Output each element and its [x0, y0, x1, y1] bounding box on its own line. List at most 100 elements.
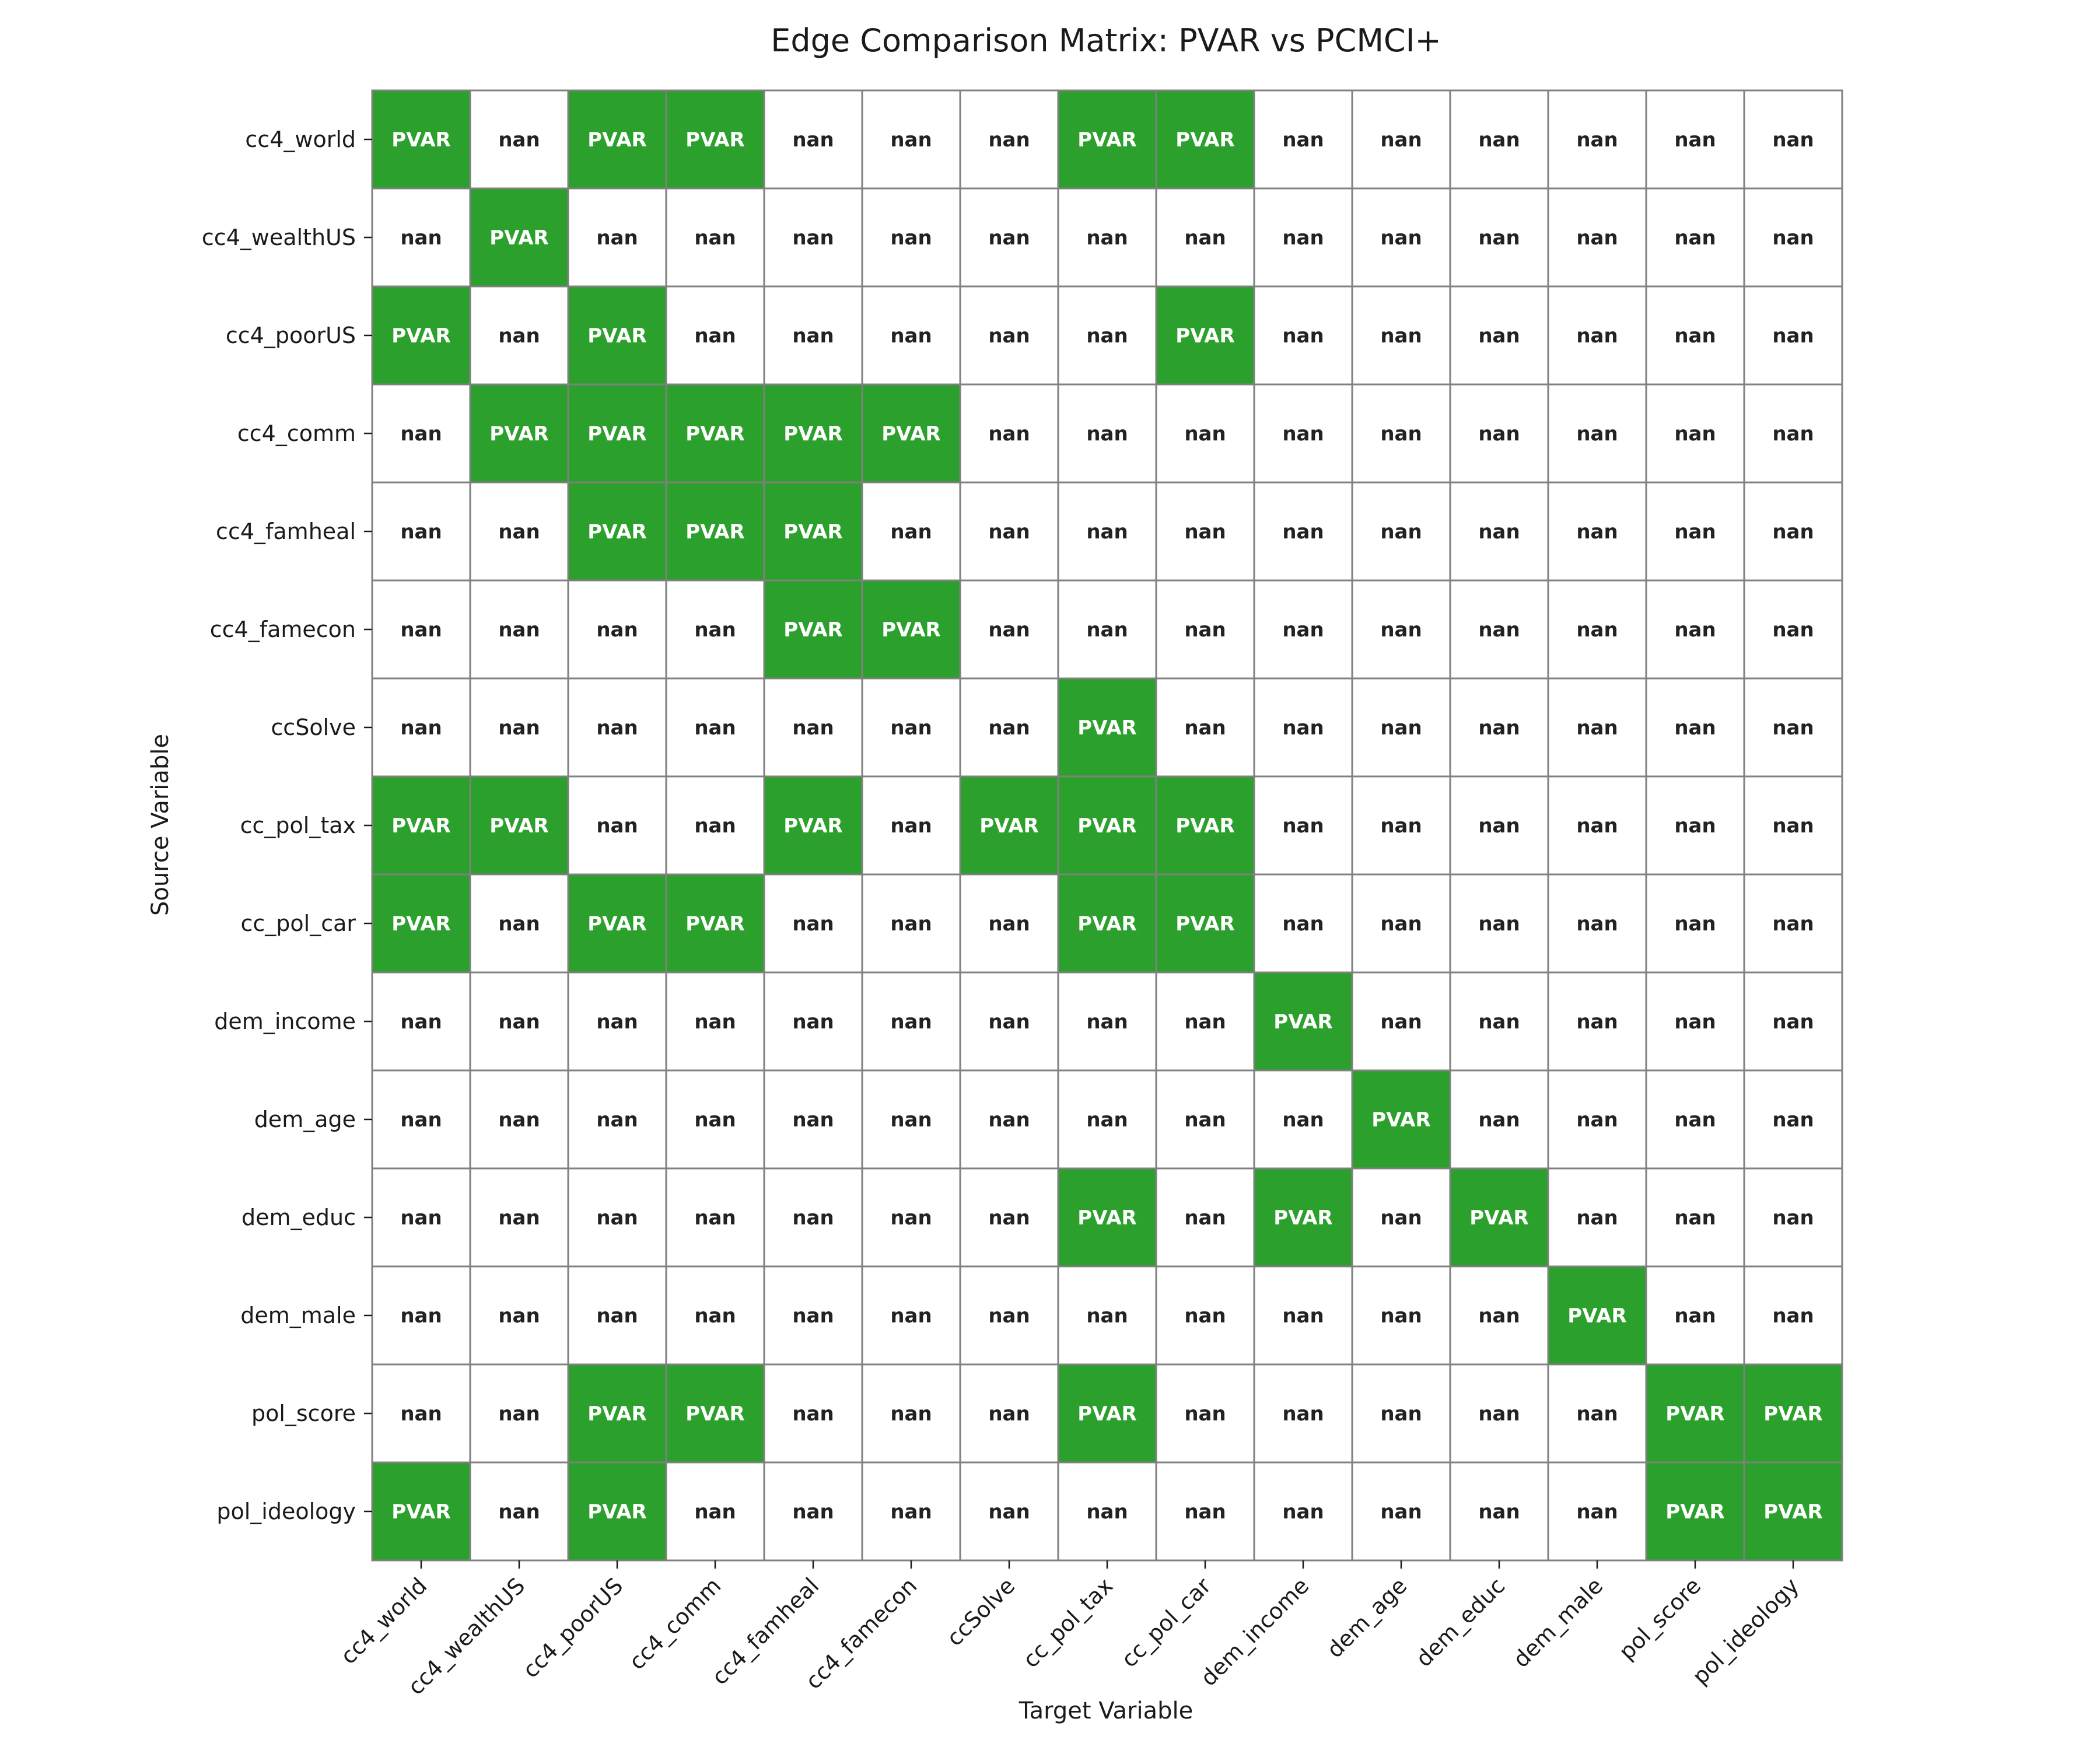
heatmap-cell: [1253, 89, 1353, 190]
x-tick-label: pol_score: [1614, 1573, 1706, 1665]
cell-label: nan: [400, 716, 442, 740]
cell-label: nan: [400, 1206, 442, 1230]
cell-label: nan: [1086, 1010, 1128, 1034]
cell-label: nan: [1478, 1500, 1520, 1524]
heatmap-cell: [1547, 1265, 1647, 1366]
heatmap-cell: [1253, 1167, 1353, 1268]
cell-label: nan: [694, 1500, 736, 1524]
x-axis-ticks: cc4_worldcc4_wealthUScc4_poorUScc4_commc…: [335, 1560, 1804, 1700]
cell-label: nan: [1576, 1010, 1618, 1034]
cell-label: PVAR: [1077, 912, 1136, 936]
heatmap-cell: [665, 187, 765, 288]
cell-label: nan: [1380, 1010, 1422, 1034]
cell-label: nan: [988, 716, 1030, 740]
cell-label: nan: [498, 520, 540, 544]
cell-label: nan: [1282, 226, 1324, 250]
heatmap-cell: [1253, 775, 1353, 876]
heatmap-cell: [1547, 971, 1647, 1072]
cell-label: nan: [890, 1500, 932, 1524]
cell-label: nan: [792, 1010, 834, 1034]
cell-label: nan: [498, 1010, 540, 1034]
heatmap-cell: [861, 481, 961, 582]
cell-label: PVAR: [489, 814, 548, 838]
cell-label: nan: [792, 1108, 834, 1132]
heatmap-cell: [567, 1461, 667, 1562]
cell-label: PVAR: [685, 422, 744, 446]
heatmap-cell: [469, 873, 569, 974]
heatmap-cell: [1449, 1461, 1549, 1562]
cell-label: nan: [1478, 1402, 1520, 1426]
heatmap-cell: [1743, 971, 1843, 1072]
cell-label: nan: [1086, 1108, 1128, 1132]
cell-label: nan: [890, 1304, 932, 1328]
cell-label: nan: [1184, 226, 1226, 250]
cell-label: nan: [498, 324, 540, 348]
cell-label: PVAR: [1371, 1108, 1430, 1132]
cell-label: nan: [890, 128, 932, 152]
cell-label: nan: [1576, 814, 1618, 838]
cell-label: nan: [1674, 1010, 1716, 1034]
heatmap-cell: [1253, 579, 1353, 680]
x-tick-label: cc_pol_car: [1116, 1573, 1216, 1672]
heatmap-cell: [1057, 775, 1157, 876]
heatmap-cell: [763, 677, 863, 778]
heatmap-cell: [567, 579, 667, 680]
heatmap-cell: [959, 285, 1059, 386]
y-tick-label: cc_pol_car: [240, 911, 356, 936]
cell-label: nan: [1674, 422, 1716, 446]
heatmap-cell: [861, 187, 961, 288]
heatmap-cell: [1743, 1363, 1843, 1464]
heatmap-cell: [1449, 285, 1549, 386]
heatmap-cell: [371, 677, 471, 778]
heatmap-cell: [1547, 1461, 1647, 1562]
cell-label: PVAR: [587, 912, 646, 936]
y-tick-label: cc4_comm: [237, 421, 356, 446]
heatmap-cell: [1743, 1265, 1843, 1366]
cell-label: PVAR: [391, 128, 450, 152]
cell-label: PVAR: [1665, 1402, 1724, 1426]
cell-label: PVAR: [685, 520, 744, 544]
cell-label: nan: [1380, 1304, 1422, 1328]
y-tick-label: cc4_poorUS: [226, 323, 356, 348]
cell-label: nan: [1772, 422, 1814, 446]
y-tick-label: dem_educ: [242, 1205, 356, 1230]
cell-label: PVAR: [1077, 716, 1136, 740]
cell-label: nan: [596, 618, 638, 642]
cell-label: nan: [1282, 716, 1324, 740]
y-tick-label: cc4_famecon: [210, 617, 356, 642]
heatmap-cell: [1449, 481, 1549, 582]
cell-label: nan: [498, 618, 540, 642]
cell-label: nan: [400, 1402, 442, 1426]
cell-label: nan: [694, 1304, 736, 1328]
cell-label: PVAR: [1763, 1500, 1822, 1524]
y-tick-label: dem_male: [240, 1303, 356, 1328]
cell-label: nan: [890, 912, 932, 936]
cell-label: PVAR: [1175, 128, 1234, 152]
cell-label: nan: [1086, 226, 1128, 250]
x-tick-label: cc4_poorUS: [517, 1573, 628, 1683]
cell-label: nan: [1380, 716, 1422, 740]
x-tick-label: cc4_comm: [624, 1573, 726, 1675]
heatmap-cell: [469, 1461, 569, 1562]
cell-label: nan: [1576, 128, 1618, 152]
heatmap-cell: [1449, 1069, 1549, 1170]
heatmap-cell: [959, 971, 1059, 1072]
cell-label: PVAR: [587, 324, 646, 348]
cell-label: nan: [1576, 520, 1618, 544]
cell-label: nan: [1674, 226, 1716, 250]
cell-label: nan: [1674, 1304, 1716, 1328]
heatmap-cell: [1351, 775, 1451, 876]
heatmap-cell: [1351, 1167, 1451, 1268]
cell-label: nan: [596, 1010, 638, 1034]
heatmap-cell: [1547, 1363, 1647, 1464]
heatmap-cell: [567, 971, 667, 1072]
cell-label: nan: [1184, 716, 1226, 740]
heatmap-cell: [861, 1069, 961, 1170]
cell-label: nan: [792, 1500, 834, 1524]
cell-label: PVAR: [783, 814, 842, 838]
cell-label: PVAR: [881, 618, 940, 642]
heatmap-cell: [1645, 971, 1745, 1072]
cell-label: nan: [1478, 814, 1520, 838]
heatmap-cell: [1743, 481, 1843, 582]
cell-label: nan: [1772, 716, 1814, 740]
